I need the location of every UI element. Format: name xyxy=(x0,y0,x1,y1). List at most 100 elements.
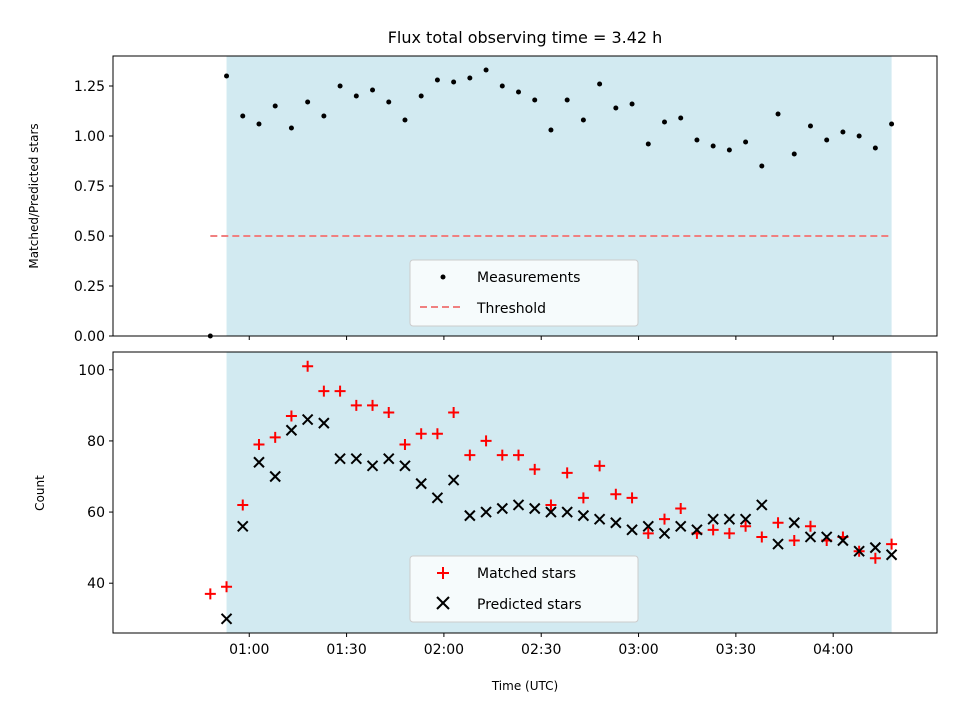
predicted-stars-point xyxy=(447,474,460,486)
matched-stars-point xyxy=(318,385,330,397)
predicted-stars-point xyxy=(464,509,476,522)
predicted-stars-point xyxy=(350,453,363,465)
matched-stars-point xyxy=(626,492,638,504)
predicted-stars-point xyxy=(285,424,298,436)
matched-stars-point xyxy=(204,588,216,600)
predicted-stars-point xyxy=(837,534,849,547)
measurement-point xyxy=(564,97,570,103)
measurement-point xyxy=(467,75,473,81)
top-panel: 0.00 0.25 0.50 0.75 1.00 1.25 Flux total obse… xyxy=(27,28,938,345)
predicted-stars-point xyxy=(512,499,525,511)
measurement-point xyxy=(305,99,311,105)
top-y-tick-label: 1.00 xyxy=(74,129,105,145)
matched-stars-point xyxy=(253,438,265,450)
matched-stars-point xyxy=(577,492,589,504)
measurement-point xyxy=(240,113,246,119)
bottom-y-tick-label: 80 xyxy=(87,434,105,450)
bottom-panel: 40 60 80 100 01:00 01:30 02:00 02:30 03:00 03:30 0… xyxy=(33,351,938,693)
predicted-stars-point xyxy=(415,477,427,490)
measurement-point xyxy=(532,97,538,103)
bottom-axes-frame xyxy=(112,351,938,634)
measurement-point xyxy=(337,83,343,89)
measurement-point xyxy=(272,103,278,109)
matched-stars-point xyxy=(707,524,719,536)
measurement-point xyxy=(256,121,262,127)
measurement-point xyxy=(807,123,813,129)
predicted-stars-point xyxy=(626,524,638,536)
measurement-point xyxy=(370,87,376,93)
bottom-y-axis-label: Count xyxy=(33,475,47,511)
measurement-point xyxy=(872,145,878,151)
predicted-stars-point xyxy=(334,453,346,465)
matched-stars-point xyxy=(756,531,768,543)
predicted-stars-point xyxy=(220,613,233,625)
bottom-y-tick-label: 100 xyxy=(78,363,105,379)
measurement-point xyxy=(418,93,424,99)
matched-stars-point xyxy=(804,520,816,532)
measurement-point xyxy=(288,125,294,131)
predicted-stars-point xyxy=(820,531,833,543)
legend-threshold-label: Threshold xyxy=(476,301,546,317)
predicted-stars-point xyxy=(399,460,411,472)
predicted-stars-point xyxy=(691,524,703,536)
measurement-point xyxy=(516,89,522,95)
legend-matched-label: Matched stars xyxy=(477,566,576,582)
matched-stars-point xyxy=(740,520,752,532)
matched-stars-point xyxy=(269,431,281,443)
matched-stars-point xyxy=(334,385,346,397)
predicted-stars-point xyxy=(853,545,865,557)
matched-stars-point xyxy=(675,503,687,515)
matched-stars-point xyxy=(772,517,784,529)
bottom-x-tick-label: 04:00 xyxy=(813,642,853,658)
predicted-stars-point xyxy=(545,506,557,518)
measurement-point xyxy=(661,119,667,125)
x-axis-label: Time (UTC) xyxy=(491,679,558,693)
matched-stars-point xyxy=(561,467,573,479)
predicted-stars-point xyxy=(788,517,800,529)
chart-title: Flux total observing time = 3.42 h xyxy=(388,28,663,47)
top-y-tick-label: 1.25 xyxy=(74,79,105,95)
bottom-y-tick-label: 60 xyxy=(87,505,105,521)
predicted-stars-point xyxy=(301,413,314,426)
matched-stars-point xyxy=(350,399,362,411)
measurement-point xyxy=(726,147,732,153)
top-legend: Measurements Threshold xyxy=(409,259,639,327)
predicted-stars-point xyxy=(675,520,687,532)
matched-stars-point xyxy=(513,449,525,461)
matched-stars-point xyxy=(285,410,297,422)
predicted-stars-point xyxy=(610,517,622,529)
measurement-point xyxy=(483,67,489,73)
measurement-point xyxy=(451,79,457,85)
predicted-stars-point xyxy=(529,502,541,515)
predicted-stars-point xyxy=(253,456,265,468)
predicted-stars-point xyxy=(237,520,249,532)
legend-matched-marker xyxy=(437,567,449,579)
bottom-x-tick-label: 03:00 xyxy=(618,642,658,658)
top-y-tick-label: 0.25 xyxy=(74,279,105,295)
predicted-stars-point xyxy=(723,513,736,525)
predicted-stars-point xyxy=(739,513,752,525)
top-y-tick-label: 0.00 xyxy=(74,329,105,345)
bottom-x-tick-label: 03:30 xyxy=(716,642,756,658)
matched-stars-point xyxy=(723,527,735,539)
measurement-point xyxy=(353,93,359,99)
measurement-point xyxy=(499,83,505,89)
measurement-point xyxy=(710,143,716,149)
measurement-point xyxy=(759,163,765,169)
measurement-point xyxy=(613,105,619,111)
measurement-point xyxy=(840,129,846,135)
matched-stars-point xyxy=(496,449,508,461)
predicted-stars-point xyxy=(269,470,281,483)
measurement-point xyxy=(434,77,440,83)
matched-stars-point xyxy=(367,399,379,411)
measurement-point xyxy=(629,101,635,107)
top-y-tick-label: 0.75 xyxy=(74,179,105,195)
legend-measurements-label: Measurements xyxy=(477,270,580,286)
matched-stars-point xyxy=(610,488,622,500)
predicted-stars-point xyxy=(431,492,444,504)
matched-stars-point xyxy=(480,435,492,447)
predicted-stars-point xyxy=(561,506,573,518)
matched-stars-point xyxy=(431,428,443,440)
top-y-tick-label: 0.50 xyxy=(74,229,105,245)
legend-measurements-marker xyxy=(440,274,446,280)
